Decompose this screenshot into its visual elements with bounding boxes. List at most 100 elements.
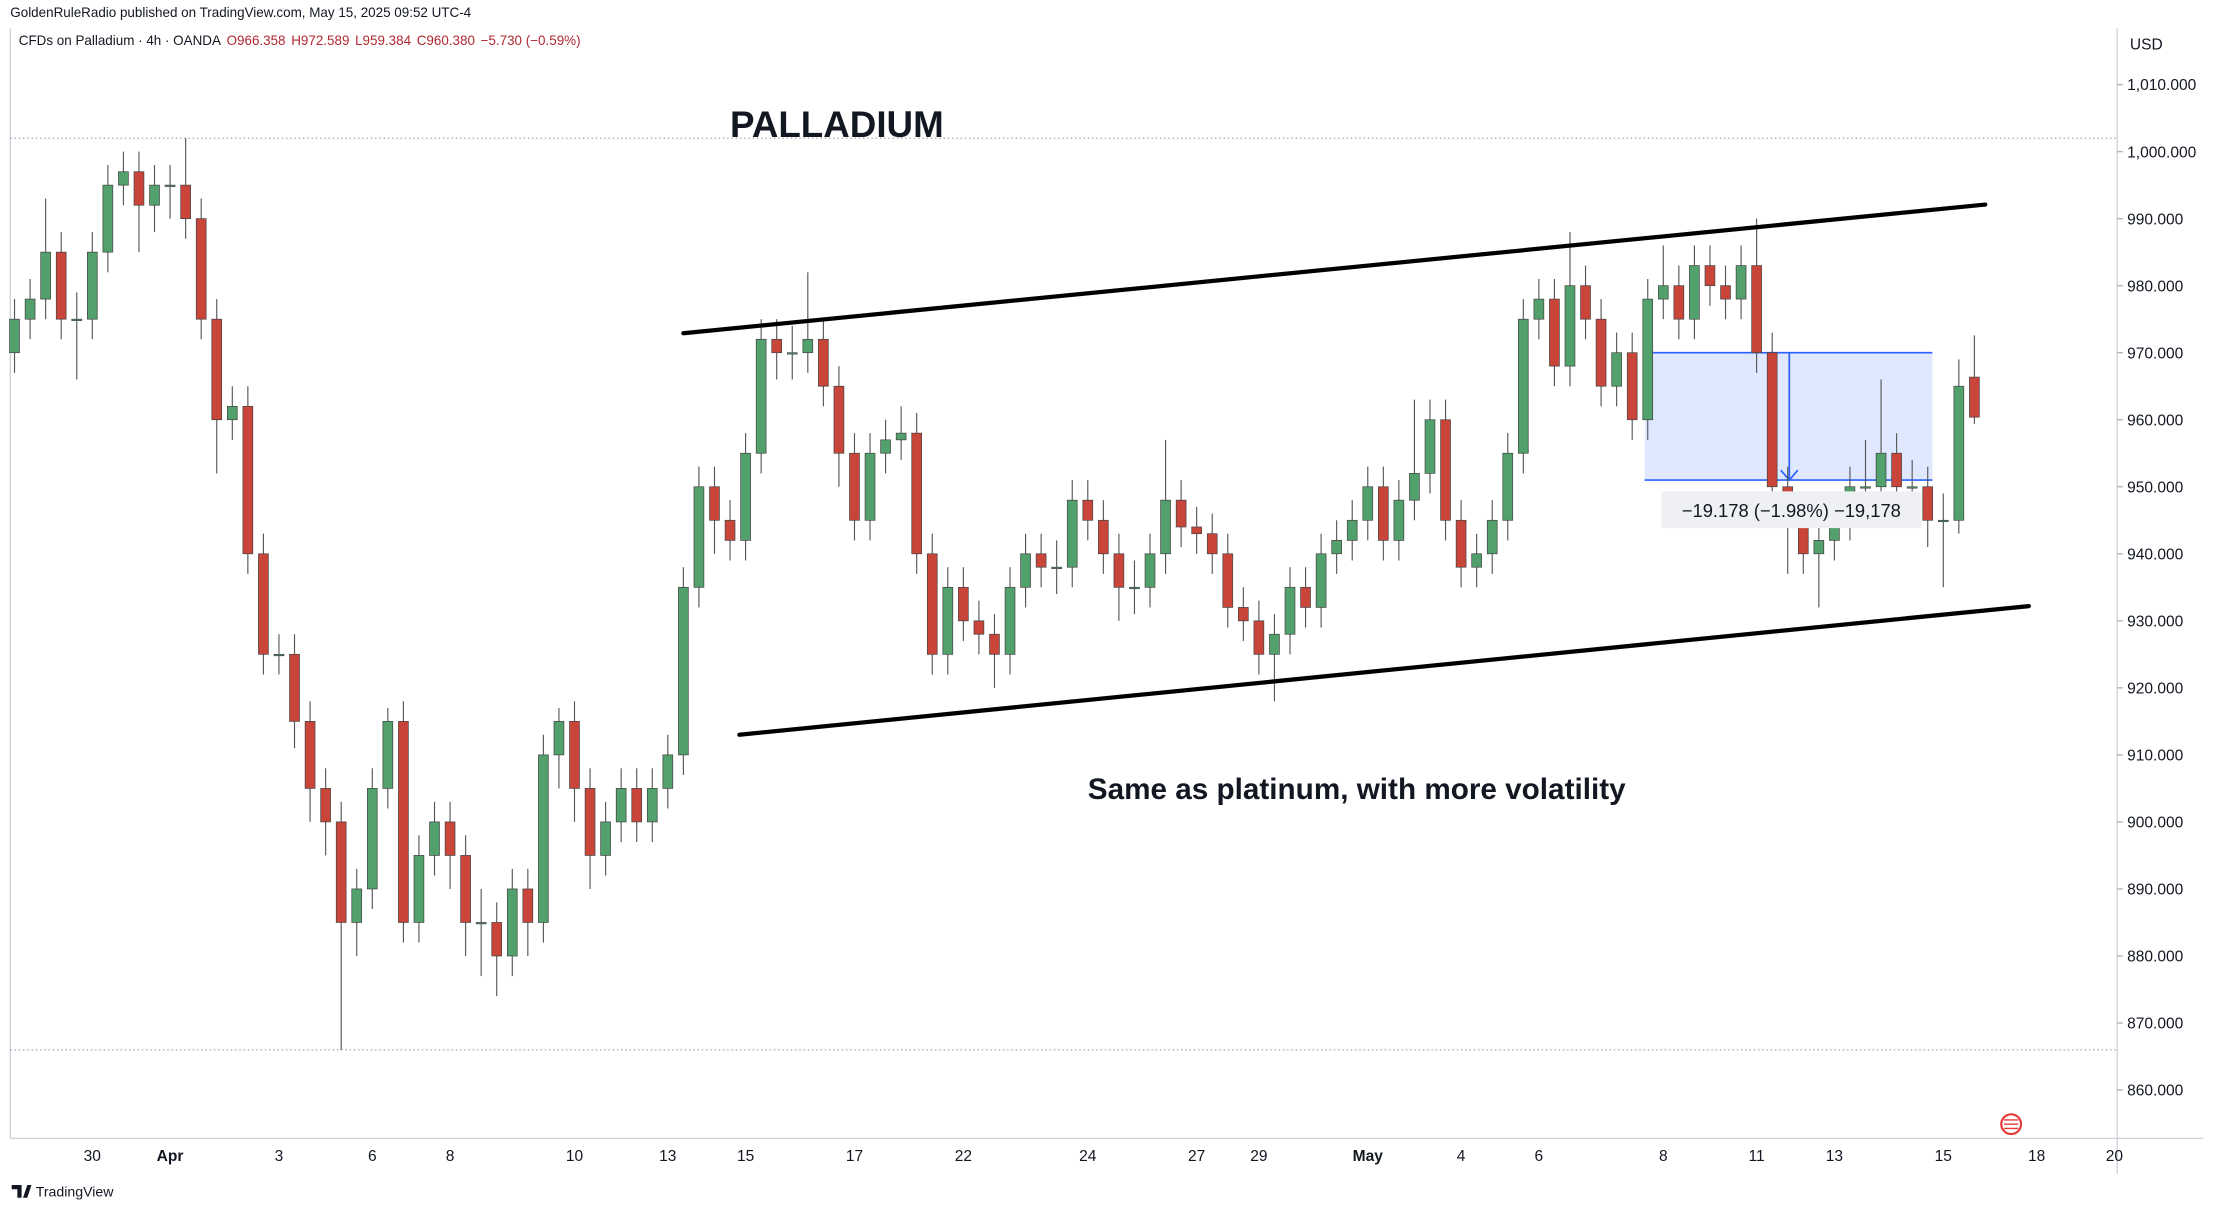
candle-body bbox=[1891, 452, 1902, 488]
candle-body bbox=[1253, 620, 1265, 655]
candle-body bbox=[1051, 566, 1062, 569]
y-tick-label: 880.000 bbox=[2127, 949, 2184, 966]
candle-body bbox=[1813, 540, 1825, 555]
candle-body bbox=[864, 452, 876, 521]
x-tick-label: 30 bbox=[84, 1148, 102, 1165]
candle-body bbox=[366, 788, 378, 890]
candle-body bbox=[786, 352, 798, 355]
y-tick-label: 870.000 bbox=[2127, 1016, 2184, 1033]
legend-value: L959.384 bbox=[355, 33, 412, 48]
y-tick-label: 950.000 bbox=[2127, 479, 2184, 496]
y-tick-label: 900.000 bbox=[2127, 815, 2184, 832]
candle-body bbox=[1471, 553, 1482, 568]
x-tick-label: 11 bbox=[1749, 1148, 1765, 1165]
candle-body bbox=[538, 754, 549, 923]
candle-body bbox=[631, 788, 643, 823]
candle-body bbox=[584, 788, 596, 856]
candle-body bbox=[118, 171, 129, 186]
candle-body bbox=[1004, 586, 1016, 655]
candle-body bbox=[1424, 419, 1436, 474]
candle-body bbox=[1906, 486, 1918, 489]
candle-body bbox=[444, 821, 456, 856]
candle-body bbox=[1673, 285, 1685, 320]
candle-body bbox=[1595, 318, 1607, 387]
candle-body bbox=[382, 721, 394, 789]
candle-body bbox=[693, 486, 705, 588]
candle-body bbox=[522, 888, 534, 923]
x-tick-label: 3 bbox=[275, 1148, 284, 1165]
x-tick-label: 4 bbox=[1457, 1148, 1466, 1165]
note-annotation: Same as platinum, with more volatility bbox=[1088, 773, 1626, 806]
y-tick-label: 920.000 bbox=[2127, 681, 2184, 698]
x-tick-label: 17 bbox=[846, 1148, 863, 1165]
trendline bbox=[681, 202, 1988, 336]
candle-body bbox=[1144, 553, 1156, 588]
candle-body bbox=[1440, 419, 1451, 521]
x-tick-label: 18 bbox=[2028, 1148, 2045, 1165]
y-tick-label: 890.000 bbox=[2127, 882, 2184, 899]
candle-body bbox=[1969, 376, 1980, 418]
candle-body bbox=[880, 439, 891, 454]
candle-body bbox=[1393, 499, 1405, 541]
y-tick-label: 910.000 bbox=[2127, 748, 2184, 765]
candle-body bbox=[1082, 499, 1094, 521]
candle-body bbox=[460, 855, 471, 923]
candle-body bbox=[911, 432, 922, 555]
candle-body bbox=[1564, 285, 1576, 367]
candle-body bbox=[709, 486, 720, 521]
candle-body bbox=[1300, 586, 1311, 608]
legend-value: H972.589 bbox=[291, 33, 349, 48]
candle-body bbox=[849, 452, 860, 521]
candle-body bbox=[1766, 352, 1778, 488]
footer-brand: TradingView bbox=[36, 1183, 115, 1199]
candle-body bbox=[1113, 553, 1125, 588]
y-tick-label: 980.000 bbox=[2127, 278, 2184, 295]
candle-body bbox=[211, 318, 223, 421]
x-tick-label: 29 bbox=[1250, 1148, 1267, 1165]
candle-body bbox=[1875, 452, 1887, 488]
x-tick-label: Apr bbox=[157, 1148, 184, 1165]
x-tick-label: 13 bbox=[659, 1148, 676, 1165]
measure-label-bg bbox=[1661, 491, 1922, 529]
candle-body bbox=[740, 452, 751, 541]
candle-body bbox=[242, 405, 254, 555]
candle-body bbox=[1378, 486, 1389, 541]
x-tick-label: 8 bbox=[446, 1148, 455, 1165]
candle-body bbox=[273, 653, 285, 657]
candle-body bbox=[1035, 553, 1047, 568]
candle-body bbox=[320, 788, 331, 823]
candle-body bbox=[24, 298, 36, 320]
candle-body bbox=[351, 888, 363, 923]
candle-body bbox=[258, 553, 269, 655]
candle-body bbox=[755, 338, 767, 454]
candle-body bbox=[1860, 486, 1871, 489]
candle-body bbox=[1362, 486, 1374, 521]
candle-body bbox=[1206, 533, 1218, 555]
candle-body bbox=[1580, 285, 1591, 320]
x-tick-label: 6 bbox=[368, 1148, 377, 1165]
candle-body bbox=[40, 251, 51, 300]
legend-value: −5.730 (−0.59%) bbox=[481, 33, 581, 48]
y-tick-label: 940.000 bbox=[2127, 546, 2184, 563]
candle-body bbox=[289, 653, 300, 722]
candle-body bbox=[1611, 352, 1622, 387]
x-tick-label: 13 bbox=[1826, 1148, 1843, 1165]
candle-body bbox=[335, 821, 347, 923]
candle-body bbox=[662, 754, 674, 789]
candle-body bbox=[1175, 499, 1187, 528]
candle-body bbox=[1953, 385, 1965, 521]
x-tick-label: 15 bbox=[1935, 1148, 1952, 1165]
candle-body bbox=[1549, 298, 1560, 367]
candle-body bbox=[895, 432, 907, 441]
x-tick-label: 20 bbox=[2106, 1148, 2124, 1165]
candle-body bbox=[9, 318, 20, 354]
candle-body bbox=[1129, 586, 1140, 590]
y-tick-label: 990.000 bbox=[2127, 211, 2184, 228]
candle-body bbox=[926, 553, 938, 655]
candle-body bbox=[149, 184, 160, 206]
x-tick-label: 15 bbox=[737, 1148, 754, 1165]
legend-value: C960.380 bbox=[417, 33, 475, 48]
candle-body bbox=[989, 633, 1000, 655]
candle-body bbox=[71, 318, 83, 321]
candle-body bbox=[133, 171, 145, 206]
